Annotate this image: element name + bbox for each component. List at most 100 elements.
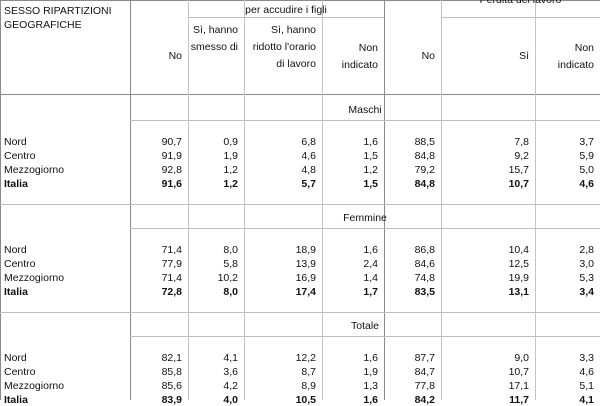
row-label: Mezzogiorno [4, 380, 65, 392]
table-cell: 3,3 [579, 352, 594, 364]
table-cell: 3,7 [579, 136, 594, 148]
table-cell: 77,8 [414, 380, 435, 392]
table-cell: 1,9 [223, 150, 238, 162]
row-label: Mezzogiorno [4, 164, 65, 176]
table-cell: 1,6 [363, 394, 378, 406]
table-cell: 3,6 [223, 366, 238, 378]
row-label: Nord [4, 136, 27, 148]
table-cell: 4,2 [223, 380, 238, 392]
table-cell: 12,5 [508, 258, 529, 270]
table-cell: 15,7 [508, 164, 529, 176]
table-cell: 4,1 [223, 352, 238, 364]
table-cell: 84,2 [414, 394, 435, 406]
table-cell: 1,9 [363, 366, 378, 378]
table-cell: 3,0 [579, 258, 594, 270]
table-cell: 10,7 [508, 366, 529, 378]
table-cell: 92,8 [161, 164, 182, 176]
table-cell: 7,8 [514, 136, 529, 148]
column-divider [188, 0, 189, 400]
column-divider [130, 0, 131, 400]
section-rule [0, 204, 600, 205]
table-cell: 4,6 [579, 178, 594, 190]
table-cell: 1,7 [363, 286, 378, 298]
table-cell: 87,7 [414, 352, 435, 364]
table-cell: 10,7 [508, 178, 529, 190]
row-label: Italia [4, 178, 28, 190]
table-cell: 85,6 [161, 380, 182, 392]
column-header: Sì [519, 50, 529, 62]
section-title: Maschi [348, 104, 382, 116]
table-cell: 8,9 [301, 380, 316, 392]
table-cell: 91,9 [161, 150, 182, 162]
table-cell: 10,4 [508, 244, 529, 256]
table-cell: 4,1 [579, 394, 594, 406]
table-cell: 84,8 [414, 150, 435, 162]
table-cell: 19,9 [508, 272, 529, 284]
table-cell: 11,7 [509, 394, 529, 406]
table-cell: 1,6 [363, 352, 378, 364]
row-label: Italia [4, 394, 28, 406]
table-cell: 5,8 [223, 258, 238, 270]
header-sex-region-label: SESSO RIPARTIZIONI GEOGRAFICHE [4, 5, 112, 31]
table-left-border [0, 0, 1, 400]
table-cell: 4,8 [301, 164, 316, 176]
table-cell: 8,0 [223, 244, 238, 256]
table-cell: 2,8 [579, 244, 594, 256]
table-cell: 79,2 [414, 164, 435, 176]
table-cell: 4,0 [223, 394, 238, 406]
table-cell: 91,6 [161, 178, 182, 190]
table-cell: 84,8 [414, 178, 435, 190]
table-cell: 5,0 [579, 164, 594, 176]
table-cell: 3,4 [579, 286, 594, 298]
table-cell: 1,2 [363, 164, 378, 176]
table-cell: 84,6 [414, 258, 435, 270]
group2-rule [441, 17, 600, 18]
section-title: Totale [350, 320, 380, 332]
table-cell: 13,9 [295, 258, 316, 270]
column-header: No [421, 50, 435, 62]
table-cell: 8,7 [301, 366, 316, 378]
row-label: Nord [4, 244, 27, 256]
row-label: Mezzogiorno [4, 272, 65, 284]
section-title-rule [130, 228, 600, 229]
table-cell: 9,0 [514, 352, 529, 364]
table-cell: 13,1 [508, 286, 529, 298]
table-cell: 0,9 [223, 136, 238, 148]
row-label: Centro [4, 366, 36, 378]
table-cell: 16,9 [295, 272, 316, 284]
row-label: Nord [4, 352, 27, 364]
table-cell: 18,9 [295, 244, 316, 256]
column-divider [441, 0, 442, 400]
table-cell: 1,5 [363, 178, 378, 190]
table-top-rule [0, 0, 600, 1]
table-cell: 4,6 [579, 366, 594, 378]
column-header: No [168, 50, 182, 62]
table-cell: 72,8 [161, 286, 182, 298]
table-cell: 83,9 [161, 394, 182, 406]
table-cell: 1,6 [363, 136, 378, 148]
table-cell: 6,8 [301, 136, 316, 148]
column-divider [244, 0, 245, 400]
table-cell: 77,9 [161, 258, 182, 270]
column-header: Sì, hanno ridotto l'orario di lavoro [252, 24, 316, 70]
table-cell: 17,4 [295, 286, 316, 298]
table-cell: 86,8 [414, 244, 435, 256]
table-cell: 5,1 [579, 380, 594, 392]
table-cell: 10,2 [217, 272, 238, 284]
table-cell: 85,8 [161, 366, 182, 378]
table-cell: 1,2 [223, 164, 238, 176]
row-label: Centro [4, 150, 36, 162]
table-cell: 2,4 [363, 258, 378, 270]
column-divider [384, 0, 385, 400]
header-bottom-rule [0, 94, 600, 95]
table-cell: 5,7 [301, 178, 316, 190]
group-title-childcare: per accudire i figli [245, 4, 327, 16]
group1-rule [188, 17, 384, 18]
group-title-job-loss: Perdita del lavoro [479, 0, 562, 6]
table-cell: 1,3 [363, 380, 378, 392]
column-header: Non indicato [557, 42, 594, 71]
table-cell: 4,6 [301, 150, 316, 162]
table-cell: 71,4 [161, 244, 182, 256]
section-rule [0, 312, 600, 313]
